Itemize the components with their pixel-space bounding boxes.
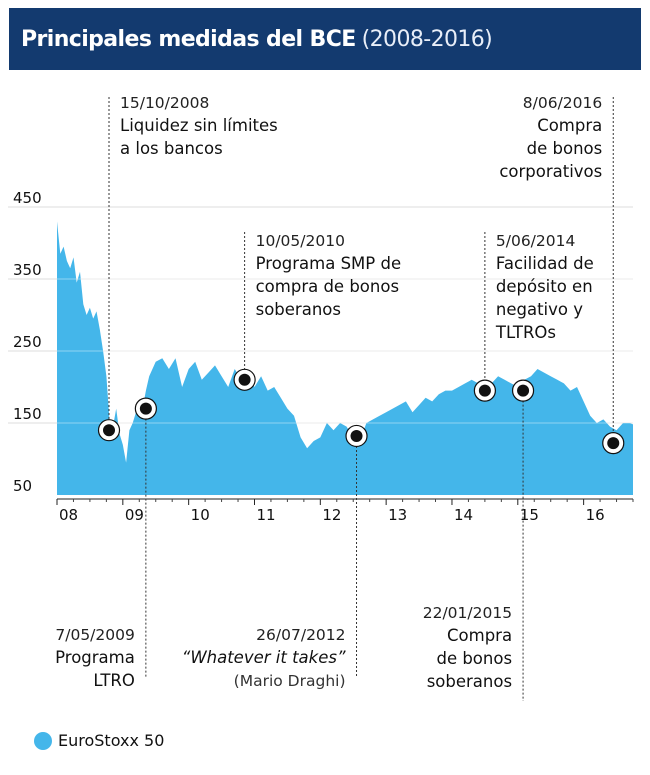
x-tick-label: 13 (388, 506, 407, 524)
chart-subtitle: (2008-2016) (361, 26, 493, 52)
annotation-date: 22/01/2015 (423, 604, 512, 622)
annotation-text: de bonos (527, 139, 603, 158)
x-tick-label: 08 (59, 506, 78, 524)
chart-title: Principales medidas del BCE (21, 26, 356, 52)
annotation-marker-dot (517, 384, 530, 397)
annotation-text: Programa SMP de (256, 254, 402, 273)
legend-label: EuroStoxx 50 (58, 731, 165, 750)
annotation-text: soberanos (256, 300, 341, 319)
annotation-text: Liquidez sin límites (120, 116, 278, 135)
annotation-marker-dot (350, 429, 363, 442)
annotation-text: corporativos (499, 162, 602, 181)
annotation-date: 5/06/2014 (496, 232, 575, 250)
x-tick-label: 12 (322, 506, 341, 524)
annotation-text: Programa (55, 648, 135, 667)
annotation-layer: 15/10/2008 Liquidez sin límites a los banc… (55, 94, 625, 701)
annotation-text: compra de bonos (256, 277, 399, 296)
annotation-marker-dot (238, 373, 251, 386)
series-area-eurostoxx (57, 221, 633, 495)
annotation-text: negativo y (496, 300, 583, 319)
chart-header: Principales medidas del BCE (2008-2016) (9, 8, 641, 70)
annotation-date: 7/05/2009 (55, 626, 134, 644)
annotation-text: Compra (447, 626, 512, 645)
x-tick-label: 09 (125, 506, 144, 524)
x-tick-label: 11 (256, 506, 275, 524)
legend-swatch (34, 731, 52, 750)
annotation-marker-dot (607, 437, 620, 450)
annotation-marker-dot (139, 402, 152, 415)
x-tick-label: 10 (191, 506, 210, 524)
x-tick-label: 14 (454, 506, 473, 524)
y-tick-label: 250 (13, 333, 42, 351)
annotation-date: 26/07/2012 (256, 626, 345, 644)
annotation-date: 15/10/2008 (120, 94, 209, 112)
annotation-marker-dot (478, 384, 491, 397)
y-tick-label: 50 (13, 477, 32, 495)
annotation-text: LTRO (93, 671, 134, 690)
annotation-date: 10/05/2010 (256, 232, 345, 250)
y-tick-label: 350 (13, 261, 42, 279)
annotation-text: depósito en (496, 277, 593, 296)
area-layer (57, 221, 633, 495)
x-tick-label: 16 (586, 506, 605, 524)
annotation-text: a los bancos (120, 139, 223, 158)
annotation-text: soberanos (427, 672, 512, 691)
annotation-text: TLTROs (495, 323, 556, 342)
y-tick-label: 450 (13, 189, 42, 207)
annotation-date: 8/06/2016 (523, 94, 602, 112)
annotation-text: (Mario Draghi) (234, 672, 346, 690)
y-tick-label: 150 (13, 405, 42, 423)
axis-layer: 50 150 250 350 450 08 09 10 11 12 13 14 15 16 (13, 189, 634, 524)
annotation-text: Compra (537, 116, 602, 135)
annotation-text: “Whatever it takes” (182, 648, 346, 667)
x-tick-label: 15 (520, 506, 539, 524)
annotation-marker-dot (103, 424, 116, 437)
annotation-text: Facilidad de (496, 254, 594, 273)
legend: EuroStoxx 50 (34, 731, 164, 750)
annotation-text: de bonos (436, 649, 512, 668)
